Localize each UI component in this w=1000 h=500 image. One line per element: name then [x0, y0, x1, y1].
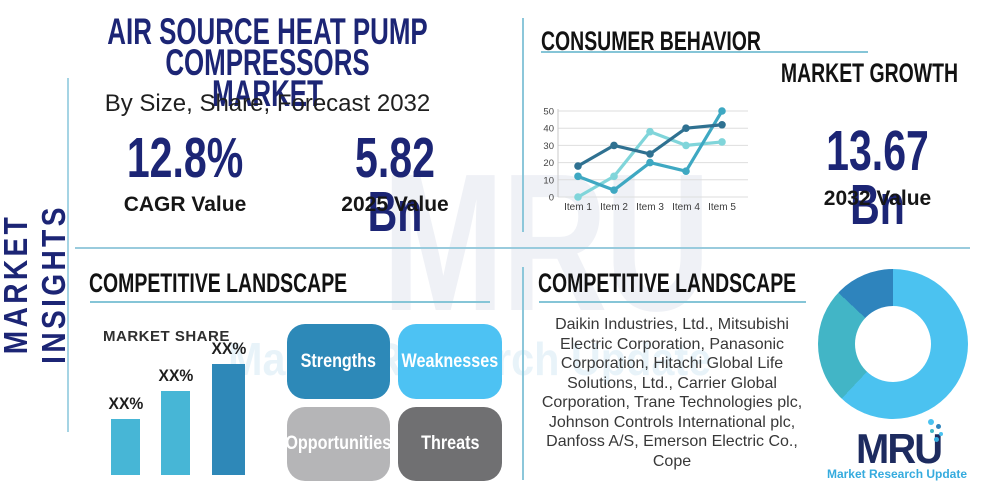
swot-strengths-label: Strengths — [300, 350, 377, 372]
bar-value-label: XX% — [211, 339, 246, 358]
consumer-behavior-underline — [541, 51, 868, 53]
swot-threats-box: Threats — [398, 407, 502, 481]
x-tick-label: Item 4 — [672, 202, 700, 213]
y-tick-label: 50 — [543, 107, 554, 118]
mru-tagline: Market Research Update — [826, 467, 968, 481]
y-tick-label: 40 — [543, 124, 554, 135]
watermark-mru: MRU — [382, 133, 711, 352]
competitive-landscape-right-underline — [539, 301, 806, 303]
page-title: AIR SOURCE HEAT PUMP COMPRESSORS MARKET — [87, 11, 448, 114]
y-tick-label: 30 — [543, 141, 554, 152]
point-series-medium — [574, 172, 582, 181]
bar-rect — [161, 391, 190, 475]
market-growth-line-chart: 0 10 20 30 40 50 Item 1 Item 2 Item 3 Item 4 Item … — [543, 107, 748, 213]
page-title-line2: MARKET — [212, 73, 323, 114]
y-tick-label: 10 — [543, 175, 554, 186]
competitive-landscape-left-heading: COMPETITIVE LANDSCAPE — [89, 268, 348, 298]
swot-strengths-box: Strengths — [287, 324, 390, 399]
point-series-light — [718, 138, 726, 146]
competitive-landscape-left-underline — [90, 301, 490, 303]
base-year-label: 2025 Value — [341, 193, 449, 216]
bar-value-label: XX% — [158, 366, 193, 385]
vertical-market-insights-label: MARKET INSIGHTS — [0, 204, 72, 364]
bar-rect — [212, 364, 245, 475]
point-series-dark — [646, 150, 654, 158]
cagr-value: 12.8% — [126, 126, 244, 190]
market-share-bar-chart: XX% XX% XX% — [100, 330, 260, 475]
swot-threats-label: Threats — [420, 433, 480, 454]
y-tick-label: 0 — [549, 193, 554, 204]
x-tick-label: Item 1 — [564, 202, 592, 213]
bottom-vertical-divider — [522, 267, 524, 480]
market-growth-heading: MARKET GROWTH — [780, 58, 958, 88]
x-tick-label: Item 5 — [708, 202, 736, 213]
bar-rect — [111, 419, 140, 475]
bar-value-label: XX% — [108, 394, 143, 413]
point-series-medium — [718, 107, 726, 115]
swot-opportunities-box: Opportunities — [285, 407, 392, 481]
page-subtitle: By Size, Share, Forecast 2032 — [104, 90, 431, 117]
point-series-medium — [646, 158, 654, 167]
swot-weaknesses-label: Weaknesses — [401, 350, 499, 372]
horizontal-divider — [75, 247, 970, 249]
point-series-dark — [682, 124, 690, 132]
point-series-light — [574, 193, 582, 201]
point-series-medium — [682, 167, 690, 175]
point-series-dark — [718, 120, 726, 129]
market-share-bar: XX% — [211, 339, 246, 475]
market-share-bar: XX% — [108, 394, 143, 475]
point-series-light — [646, 127, 654, 136]
competitive-donut-chart — [818, 269, 968, 419]
left-vertical-rule — [67, 78, 69, 432]
y-tick-label: 20 — [543, 158, 554, 169]
swot-weaknesses-box: Weaknesses — [398, 324, 502, 399]
point-series-dark — [610, 141, 618, 150]
base-year-value: 5.82 Bn — [355, 126, 435, 244]
donut-hole — [855, 306, 931, 382]
point-series-medium — [610, 186, 618, 194]
point-series-light — [682, 141, 690, 150]
cagr-label: CAGR Value — [123, 193, 247, 216]
mru-logo: MRU — [856, 425, 943, 472]
x-tick-label: Item 2 — [600, 202, 628, 213]
company-list: Daikin Industries, Ltd., Mitsubishi Elec… — [541, 316, 803, 470]
competitive-landscape-right-heading: COMPETITIVE LANDSCAPE — [538, 268, 797, 298]
market-share-bar: XX% — [158, 366, 193, 475]
market-share-label: MARKET SHARE — [103, 328, 230, 345]
x-tick-label: Item 3 — [636, 202, 664, 213]
top-vertical-divider — [522, 18, 524, 232]
page-title-line1: AIR SOURCE HEAT PUMP COMPRESSORS — [107, 11, 428, 83]
point-series-dark — [574, 162, 582, 170]
swot-opportunities-label: Opportunities — [285, 433, 392, 454]
forecast-value: 13.67 Bn — [826, 119, 929, 237]
point-series-light — [610, 172, 618, 181]
forecast-label: 2032 Value — [823, 187, 932, 210]
